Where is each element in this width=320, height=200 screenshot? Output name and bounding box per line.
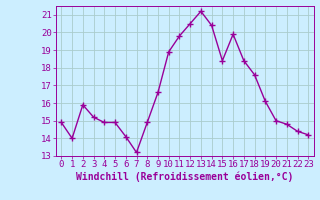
X-axis label: Windchill (Refroidissement éolien,°C): Windchill (Refroidissement éolien,°C) (76, 172, 293, 182)
